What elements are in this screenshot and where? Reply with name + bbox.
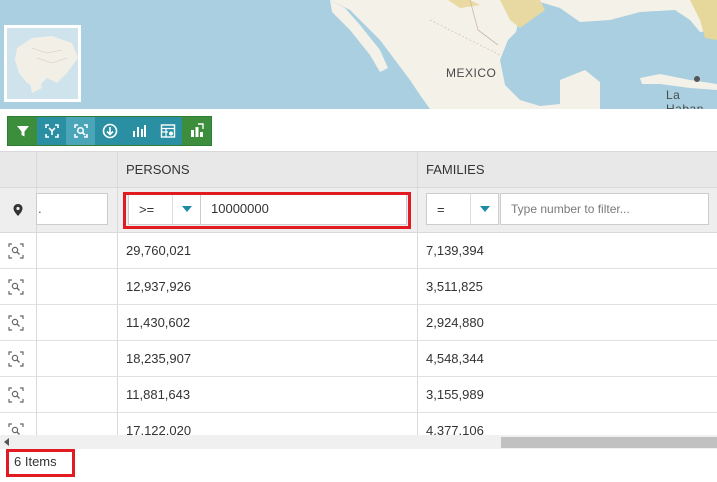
cell-families: 4,377,106 bbox=[426, 423, 484, 438]
table-footer: 6 Items bbox=[0, 449, 717, 482]
filter-icon bbox=[16, 126, 29, 137]
persons-operator-value: >= bbox=[139, 201, 155, 217]
column-header-families[interactable]: FAMILIES bbox=[426, 162, 485, 177]
bar-chart-button[interactable] bbox=[124, 117, 153, 145]
attribute-table: PERSONS FAMILIES . >= 10000000 = Ty bbox=[0, 151, 717, 449]
filter-button[interactable] bbox=[8, 117, 37, 145]
table-row[interactable]: 11,430,602 2,924,880 bbox=[0, 305, 717, 341]
table-body: 29,760,021 7,139,394 12,937,926 3,511,825 11… bbox=[0, 233, 717, 449]
map-terrain bbox=[0, 0, 717, 109]
cell-persons: 18,235,907 bbox=[126, 351, 192, 366]
table-options-button[interactable] bbox=[153, 117, 182, 145]
table-row[interactable]: 18,235,907 4,548,344 bbox=[0, 341, 717, 377]
scrollbar-thumb[interactable] bbox=[501, 437, 717, 448]
download-button[interactable] bbox=[95, 117, 124, 145]
zoom-to-row-icon[interactable] bbox=[8, 315, 24, 331]
families-filter-input[interactable]: Type number to filter... bbox=[500, 193, 709, 225]
zoom-to-feature-icon bbox=[73, 124, 88, 138]
overview-minimap[interactable] bbox=[4, 25, 81, 102]
map-label-mexico: MEXICO bbox=[446, 66, 497, 80]
zoom-to-row-icon[interactable] bbox=[8, 279, 24, 295]
cell-persons: 11,881,643 bbox=[126, 387, 191, 402]
chevron-down-icon[interactable] bbox=[470, 194, 498, 224]
cell-families: 2,924,880 bbox=[426, 315, 484, 330]
zoom-to-selection-button[interactable] bbox=[37, 117, 66, 145]
cell-persons: 12,937,926 bbox=[126, 279, 192, 294]
map-marker-icon[interactable] bbox=[12, 203, 24, 217]
cell-families: 4,548,344 bbox=[426, 351, 484, 366]
scroll-left-arrow-icon[interactable] bbox=[4, 438, 9, 446]
minimap-europe-map bbox=[7, 28, 78, 99]
zoom-to-selection-icon bbox=[44, 124, 59, 138]
column-header-persons[interactable]: PERSONS bbox=[126, 162, 190, 177]
table-toolbar bbox=[7, 116, 212, 146]
filter-row: . >= 10000000 = Type number to filter... bbox=[0, 188, 717, 233]
cell-families: 3,511,825 bbox=[426, 279, 483, 294]
map-view[interactable]: MEXICO La Haban bbox=[0, 0, 717, 109]
families-operator-select[interactable]: = bbox=[426, 193, 499, 225]
cell-families: 3,155,989 bbox=[426, 387, 484, 402]
chart-widget-button[interactable] bbox=[182, 117, 211, 145]
horizontal-scrollbar[interactable] bbox=[0, 435, 717, 449]
item-count: 6 Items bbox=[14, 454, 57, 469]
previous-column-filter-input[interactable]: . bbox=[36, 193, 108, 225]
chart-widget-icon bbox=[190, 123, 204, 137]
families-operator-value: = bbox=[437, 201, 445, 217]
cell-persons: 29,760,021 bbox=[126, 243, 192, 258]
cell-families: 7,139,394 bbox=[426, 243, 484, 258]
table-row[interactable]: 11,881,643 3,155,989 bbox=[0, 377, 717, 413]
persons-operator-select[interactable]: >= bbox=[128, 193, 201, 225]
city-marker-icon bbox=[694, 76, 700, 82]
table-options-icon bbox=[160, 124, 175, 138]
cell-persons: 11,430,602 bbox=[126, 315, 191, 330]
persons-filter-input[interactable]: 10000000 bbox=[200, 193, 407, 225]
map-label-havana: La Haban bbox=[666, 88, 704, 109]
zoom-to-row-icon[interactable] bbox=[8, 351, 24, 367]
table-row[interactable]: 12,937,926 3,511,825 bbox=[0, 269, 717, 305]
zoom-to-row-icon[interactable] bbox=[8, 423, 24, 439]
zoom-to-row-icon[interactable] bbox=[8, 243, 24, 259]
table-row[interactable]: 29,760,021 7,139,394 bbox=[0, 233, 717, 269]
cell-persons: 17,122,020 bbox=[126, 423, 192, 438]
zoom-to-row-icon[interactable] bbox=[8, 387, 24, 403]
chevron-down-icon[interactable] bbox=[172, 194, 200, 224]
download-icon bbox=[102, 123, 117, 139]
table-header-row: PERSONS FAMILIES bbox=[0, 152, 717, 188]
zoom-to-feature-button[interactable] bbox=[66, 117, 95, 145]
bar-chart-icon bbox=[132, 125, 146, 137]
